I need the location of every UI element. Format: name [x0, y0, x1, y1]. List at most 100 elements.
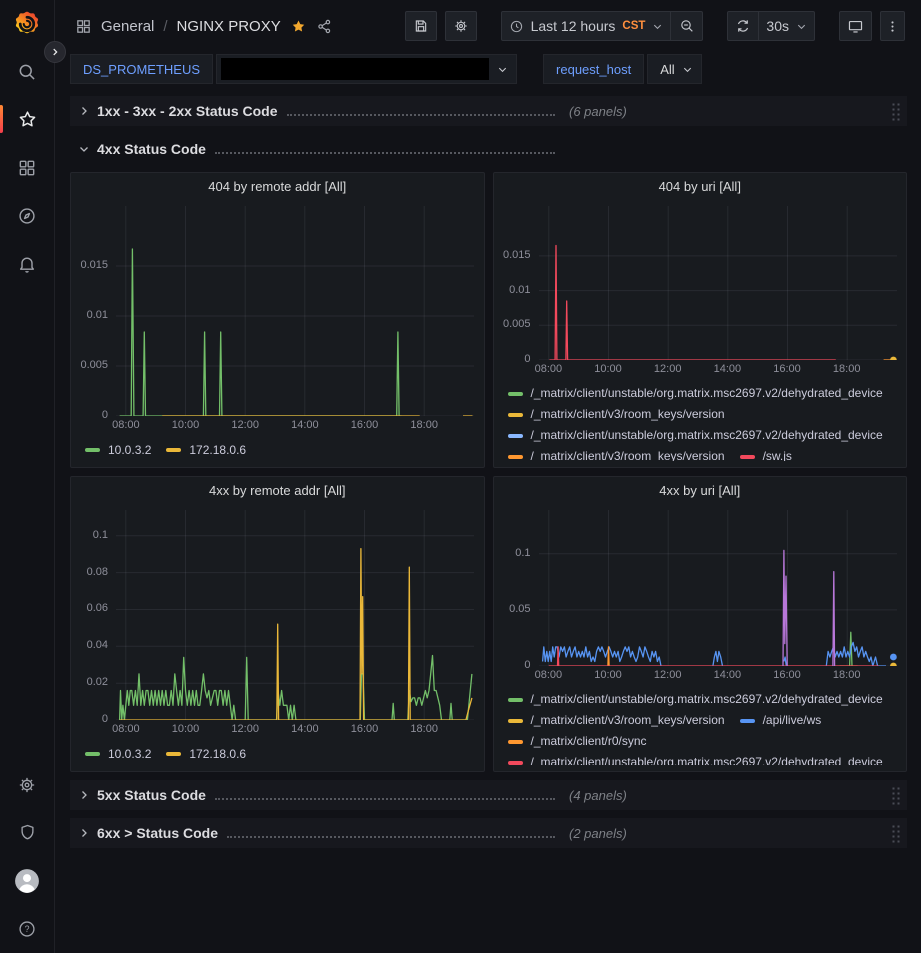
panel-title[interactable]: 404 by uri [All]	[658, 179, 741, 194]
starred-dashboards-icon[interactable]	[0, 103, 45, 136]
legend-item[interactable]: /sw.js	[739, 446, 792, 461]
x-tick-label: 18:00	[832, 669, 861, 681]
settings-gear-icon[interactable]	[9, 768, 45, 801]
y-axis: 0 0.005 0.01 0.015	[71, 200, 116, 421]
x-tick-label: 14:00	[291, 419, 319, 431]
save-dashboard-button[interactable]	[404, 11, 437, 41]
x-axis: 08:00 10:00 12:00 14:00 16:00 18:00	[535, 363, 897, 380]
y-tick-label: 0	[101, 713, 108, 725]
user-avatar[interactable]	[9, 864, 45, 897]
x-tick-label: 16:00	[350, 419, 379, 431]
y-tick-label: 0.1	[92, 528, 108, 541]
row-panel-count: (4 panels)	[569, 787, 627, 803]
x-tick-label: 14:00	[713, 669, 742, 681]
alerting-bell-icon[interactable]	[9, 247, 45, 280]
legend-label: /_matrix/client/v3/room_keys/version	[530, 713, 725, 727]
legend-item[interactable]: 172.18.0.6	[166, 743, 246, 765]
row-header-5xx[interactable]: 5xx Status Code (4 panels)	[70, 780, 907, 810]
y-tick-label: 0	[101, 409, 108, 421]
legend-item[interactable]: /_matrix/client/unstable/org.matrix.msc2…	[507, 383, 883, 404]
dashboard-scroll-area[interactable]: 1xx - 3xx - 2xx Status Code (6 panels) 4…	[55, 92, 921, 953]
row-header-4xx[interactable]: 4xx Status Code	[70, 134, 907, 164]
legend-item[interactable]: /_matrix/client/v3/room_keys/version	[507, 446, 725, 461]
x-tick-label: 12:00	[653, 363, 682, 375]
legend-swatch	[85, 752, 100, 756]
chart-plot[interactable]	[538, 510, 897, 666]
row-dotted-leader	[286, 114, 555, 116]
variable-value-request-host[interactable]: All	[647, 54, 702, 84]
chart-plot[interactable]	[116, 206, 474, 416]
legend-item[interactable]: /api/live/ws	[739, 710, 821, 731]
legend-item[interactable]: /_matrix/client/r0/sync	[507, 731, 647, 752]
chart-plot[interactable]	[538, 206, 897, 360]
x-tick-label: 10:00	[171, 723, 200, 735]
breadcrumb-section[interactable]: General	[101, 17, 155, 35]
x-tick-label: 12:00	[653, 669, 682, 681]
y-axis: 0 0.02 0.04 0.06 0.08 0.1	[71, 504, 116, 725]
refresh-interval-picker[interactable]: 30s	[759, 11, 815, 41]
sidebar-expand-button[interactable]	[44, 41, 66, 63]
legend-swatch	[507, 391, 523, 396]
legend-swatch	[507, 760, 523, 765]
x-tick-label: 10:00	[594, 363, 622, 375]
x-tick-label: 18:00	[832, 363, 861, 375]
panel-title[interactable]: 4xx by uri [All]	[659, 483, 741, 498]
variable-value-ds-prometheus[interactable]	[216, 54, 518, 84]
legend-label: /_matrix/client/v3/room_keys/version	[530, 449, 725, 461]
legend-item[interactable]: 10.0.3.2	[85, 439, 151, 461]
legend-swatch	[507, 739, 523, 744]
dashboards-icon[interactable]	[9, 151, 45, 184]
dashboard-page: General / NGINX PROXY	[55, 0, 921, 953]
panel-title[interactable]: 404 by remote addr [All]	[208, 179, 347, 194]
legend-item[interactable]: /_matrix/client/unstable/org.matrix.msc2…	[507, 752, 883, 765]
legend-label: /_matrix/client/r0/sync	[530, 734, 647, 748]
row-drag-handle[interactable]	[891, 101, 901, 121]
x-tick-label: 10:00	[171, 419, 200, 431]
chevron-down-icon	[682, 64, 693, 75]
panel-title[interactable]: 4xx by remote addr [All]	[208, 483, 346, 498]
row-header-6xx[interactable]: 6xx > Status Code (2 panels)	[70, 818, 907, 848]
row-drag-handle[interactable]	[891, 823, 901, 843]
chart-canvas[interactable]	[538, 206, 897, 360]
tv-mode-button[interactable]	[839, 11, 872, 41]
legend-item[interactable]: /_matrix/client/unstable/org.matrix.msc2…	[507, 425, 883, 446]
dashboard-settings-button[interactable]	[444, 11, 477, 41]
chart-canvas[interactable]	[538, 510, 897, 666]
breadcrumb-separator: /	[163, 17, 168, 35]
zoom-out-time-button[interactable]	[671, 11, 704, 41]
legend-item[interactable]: /_matrix/client/v3/room_keys/version	[507, 710, 725, 731]
chevron-right-icon	[78, 827, 90, 839]
apps-grid-icon[interactable]	[75, 18, 92, 35]
y-tick-label: 0.08	[86, 565, 108, 578]
chart-plot[interactable]	[116, 510, 474, 720]
legend-item[interactable]: 10.0.3.2	[85, 743, 151, 765]
admin-shield-icon[interactable]	[9, 816, 45, 849]
chart-canvas[interactable]	[116, 206, 474, 416]
grafana-logo[interactable]	[12, 9, 42, 39]
sidebar-nav-bottom: ?	[9, 768, 45, 945]
row-drag-handle[interactable]	[891, 785, 901, 805]
explore-compass-icon[interactable]	[9, 199, 45, 232]
refresh-button[interactable]	[727, 11, 760, 41]
time-range-picker[interactable]: Last 12 hours CST	[500, 11, 672, 41]
kebab-menu-button[interactable]	[880, 11, 905, 41]
legend-label: /_matrix/client/unstable/org.matrix.msc2…	[530, 428, 883, 442]
chevron-down-icon	[652, 21, 663, 32]
row-header-1xx-3xx-2xx[interactable]: 1xx - 3xx - 2xx Status Code (6 panels)	[70, 96, 907, 126]
variable-label-request-host[interactable]: request_host	[543, 54, 645, 84]
legend-item[interactable]: /_matrix/client/v3/room_keys/version	[507, 404, 725, 425]
legend-item[interactable]: 172.18.0.6	[166, 439, 246, 461]
x-tick-label: 14:00	[291, 723, 319, 735]
chart-canvas[interactable]	[116, 510, 474, 720]
legend-swatch	[507, 412, 523, 417]
share-icon[interactable]	[316, 18, 333, 35]
legend-item[interactable]: /_matrix/client/unstable/org.matrix.msc2…	[507, 689, 883, 710]
search-icon[interactable]	[9, 55, 45, 88]
row-title: 6xx > Status Code	[97, 825, 218, 841]
legend-label: 10.0.3.2	[108, 442, 152, 457]
favorite-star-icon[interactable]	[290, 18, 307, 35]
legend: 10.0.3.2 172.18.0.6	[85, 743, 476, 765]
panel-4xx-by-remote-addr: 4xx by remote addr [All] 0 0.02 0.04 0.06 0.…	[70, 476, 485, 772]
variable-label-ds-prometheus[interactable]: DS_PROMETHEUS	[70, 54, 214, 84]
help-icon[interactable]: ?	[9, 912, 45, 945]
